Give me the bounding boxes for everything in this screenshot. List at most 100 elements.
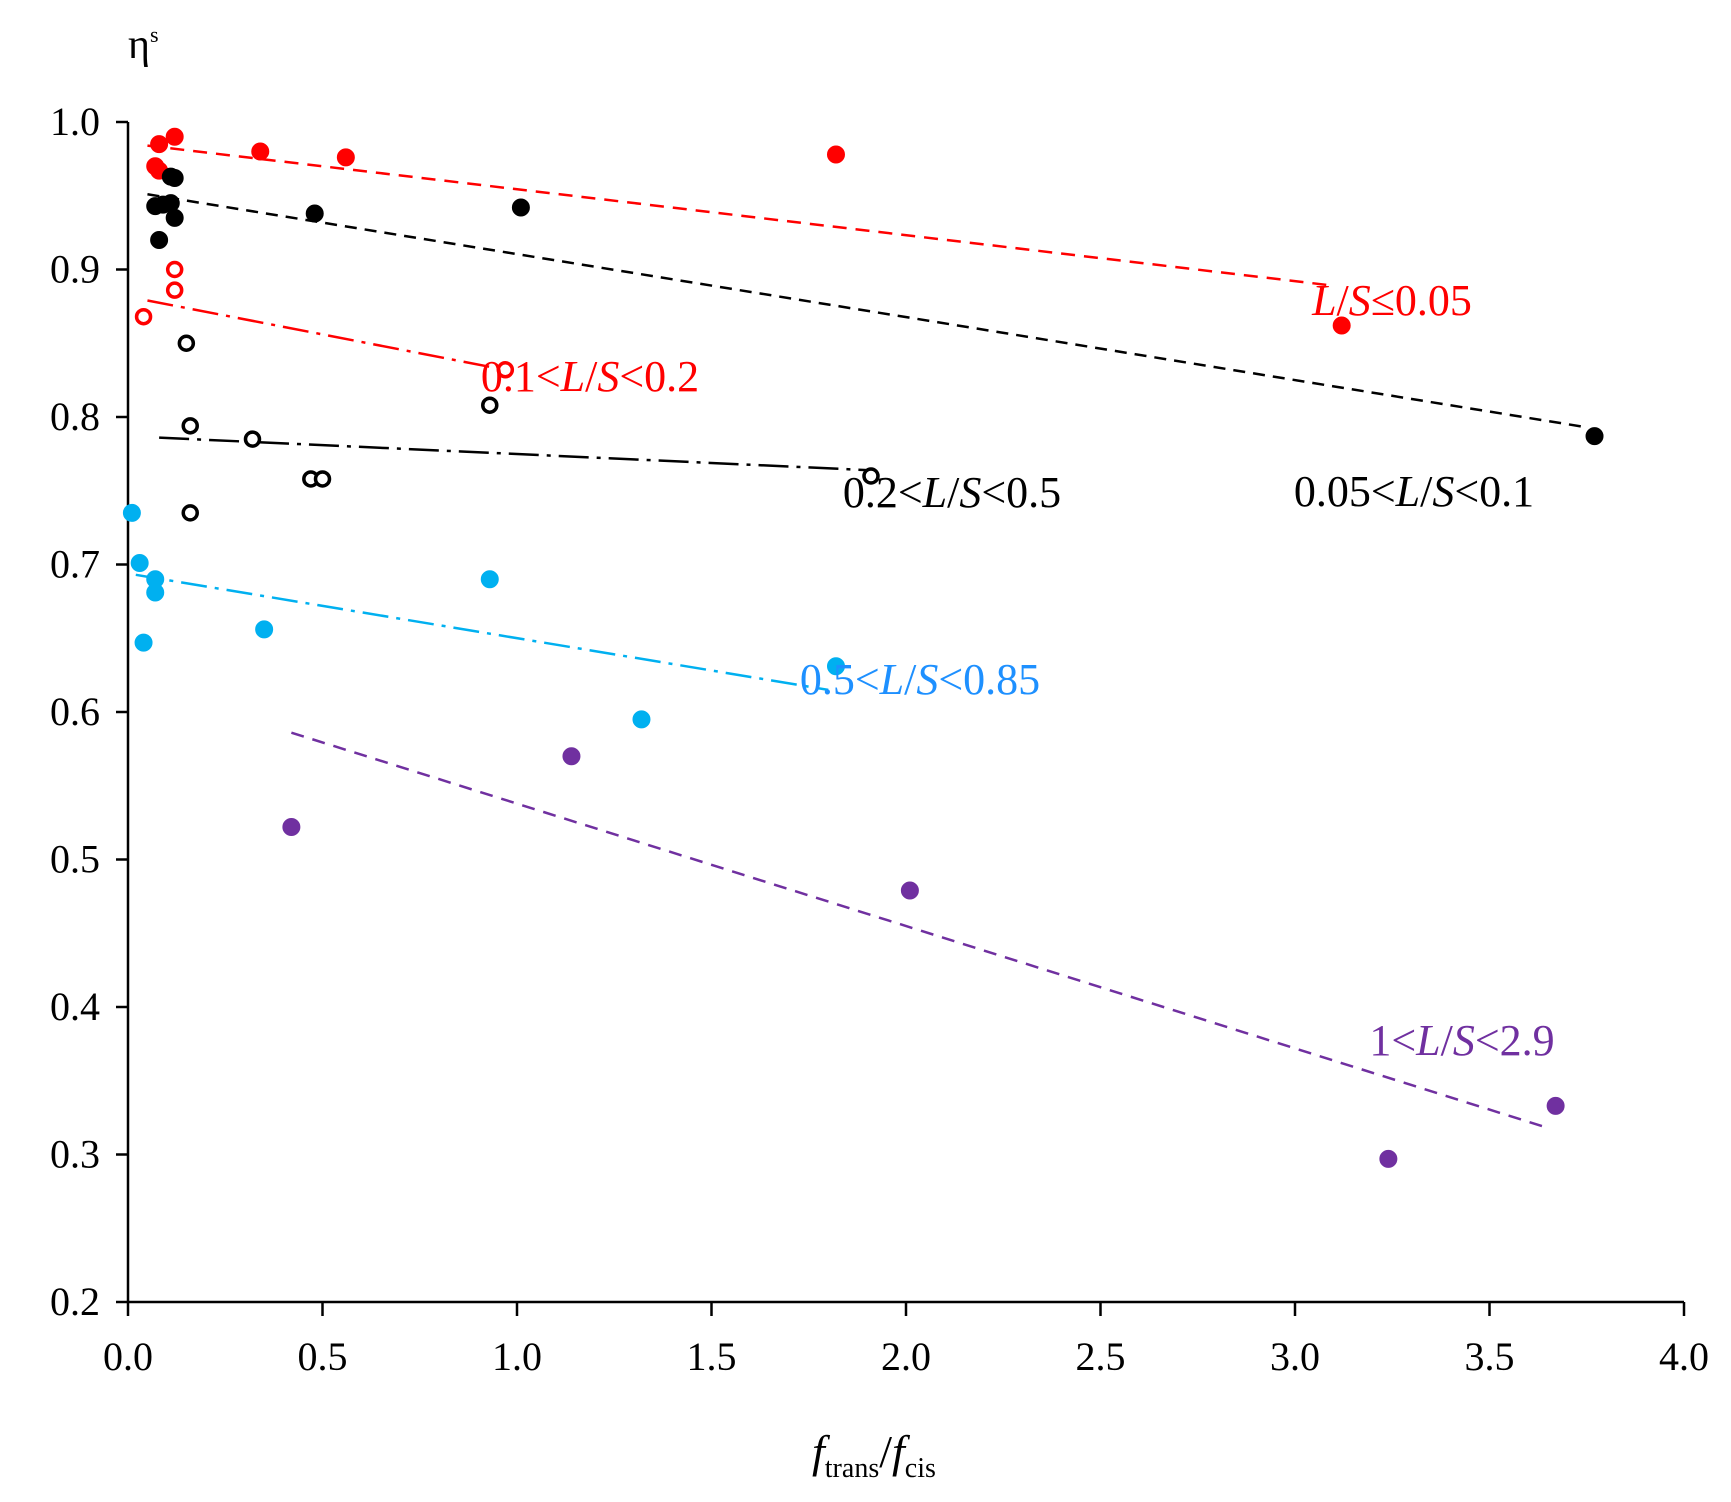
trendline	[147, 144, 1335, 287]
data-point	[165, 281, 184, 299]
data-point	[496, 361, 515, 379]
data-point	[1379, 1149, 1398, 1168]
y-tick-label: 1.0	[50, 99, 100, 144]
series-label: 0.05<L/S<0.1	[1294, 467, 1534, 516]
series-label-part: L	[1311, 276, 1336, 325]
data-point	[243, 430, 262, 448]
data-point	[150, 231, 169, 249]
series-label-part: ≤0.05	[1371, 276, 1472, 325]
series-label-part: S	[1349, 276, 1371, 325]
x-tick-label: 3.5	[1465, 1334, 1515, 1379]
series-label-part: 0.5<	[800, 655, 880, 704]
series-label-part: <2.9	[1475, 1016, 1555, 1065]
data-point	[255, 620, 274, 639]
y-axis-label-superscript: s	[150, 22, 159, 47]
y-tick-label: 0.8	[50, 394, 100, 439]
data-point	[181, 417, 199, 435]
data-point	[826, 145, 845, 164]
data-point	[165, 127, 184, 146]
trendline	[291, 731, 1549, 1130]
series-label: L/S≤0.05	[1311, 276, 1472, 325]
y-tick-label: 0.5	[50, 837, 100, 882]
data-point	[122, 503, 141, 522]
trendline	[159, 436, 868, 472]
data-point	[165, 208, 184, 227]
x-axis-label-sub2: cis	[905, 1453, 936, 1484]
data-point	[282, 818, 301, 837]
axes-layer: 0.2 0.3 0.4 0.5 0.6 0.7 0.8 0.9 1.0 0.0 0.5 1.0 1.5 2…	[50, 99, 1709, 1379]
data-point	[1546, 1096, 1565, 1115]
series-label: 0.1<L/S<0.2	[481, 352, 699, 401]
y-tick-label: 0.6	[50, 689, 100, 734]
x-tick-label: 4.0	[1659, 1334, 1709, 1379]
data-point	[130, 554, 149, 573]
data-point	[161, 194, 180, 213]
series-label-part: <0.5	[981, 468, 1061, 517]
x-axis-label: ftrans/fcis	[812, 1426, 936, 1484]
trendline	[147, 193, 1587, 429]
x-axis-label-sub1: trans	[825, 1453, 879, 1484]
y-tick-label: 0.2	[50, 1279, 100, 1324]
x-tick-label: 2.0	[881, 1334, 931, 1379]
series-label-part: /	[1337, 276, 1350, 325]
y-tick-label: 0.9	[50, 247, 100, 292]
data-point	[313, 470, 332, 488]
series-label-part: L	[560, 352, 585, 401]
series-label-part: 0.05<	[1294, 467, 1396, 516]
x-tick-label: 1.0	[492, 1334, 542, 1379]
series-label-part: S	[916, 655, 938, 704]
data-point	[632, 710, 651, 729]
data-point	[511, 198, 530, 217]
trendline	[135, 573, 829, 692]
x-axis-label-slash: /	[879, 1426, 892, 1477]
data-point	[480, 570, 499, 589]
series-label: 0.2<L/S<0.5	[843, 468, 1061, 517]
y-axis-label-symbol: η	[128, 22, 150, 68]
series-label-part: L	[879, 655, 904, 704]
series-label-part: <0.85	[938, 655, 1040, 704]
data-point	[134, 633, 153, 652]
series-label-part: /	[904, 655, 917, 704]
data-point	[826, 657, 845, 676]
y-tick-label: 0.7	[50, 542, 100, 587]
series-label-part: S	[1432, 467, 1454, 516]
x-tick-label: 0.5	[298, 1334, 348, 1379]
series-label-part: <0.1	[1454, 467, 1534, 516]
series-label-part: L	[1395, 467, 1420, 516]
data-point	[150, 135, 169, 154]
data-point	[562, 747, 581, 766]
data-point	[862, 467, 880, 485]
series-label: 1<L/S<2.9	[1369, 1016, 1554, 1065]
series-label-part: S	[959, 468, 981, 517]
y-tick-label: 0.4	[50, 984, 100, 1029]
series-label-part: 0.2<	[843, 468, 923, 517]
y-axis-label: ηs	[128, 22, 159, 68]
y-tick-label: 0.3	[50, 1132, 100, 1177]
series-label: 0.5<L/S<0.85	[800, 655, 1040, 704]
data-point	[336, 148, 355, 167]
x-tick-label: 0.0	[103, 1334, 153, 1379]
x-tick-label: 3.0	[1270, 1334, 1320, 1379]
series-label-part: /	[1441, 1016, 1454, 1065]
series-label-part: S	[1453, 1016, 1475, 1065]
x-tick-label: 1.5	[687, 1334, 737, 1379]
data-point	[1585, 427, 1604, 446]
points-layer	[122, 127, 1604, 1168]
data-point	[165, 169, 184, 188]
data-point	[900, 881, 919, 900]
data-point	[481, 396, 499, 414]
data-point	[177, 334, 196, 352]
trendlines-layer	[135, 144, 1587, 1130]
series-label-part: L	[922, 468, 947, 517]
series-label-part: L	[1415, 1016, 1440, 1065]
data-point	[1332, 316, 1351, 335]
data-point	[181, 504, 199, 522]
series-label-part: 0.1<	[481, 352, 561, 401]
series-label-part: 1<	[1369, 1016, 1416, 1065]
trendline	[147, 299, 498, 370]
series-label-part: <0.2	[619, 352, 699, 401]
series-label-part: /	[585, 352, 598, 401]
x-tick-label: 2.5	[1076, 1334, 1126, 1379]
data-point	[165, 260, 184, 279]
